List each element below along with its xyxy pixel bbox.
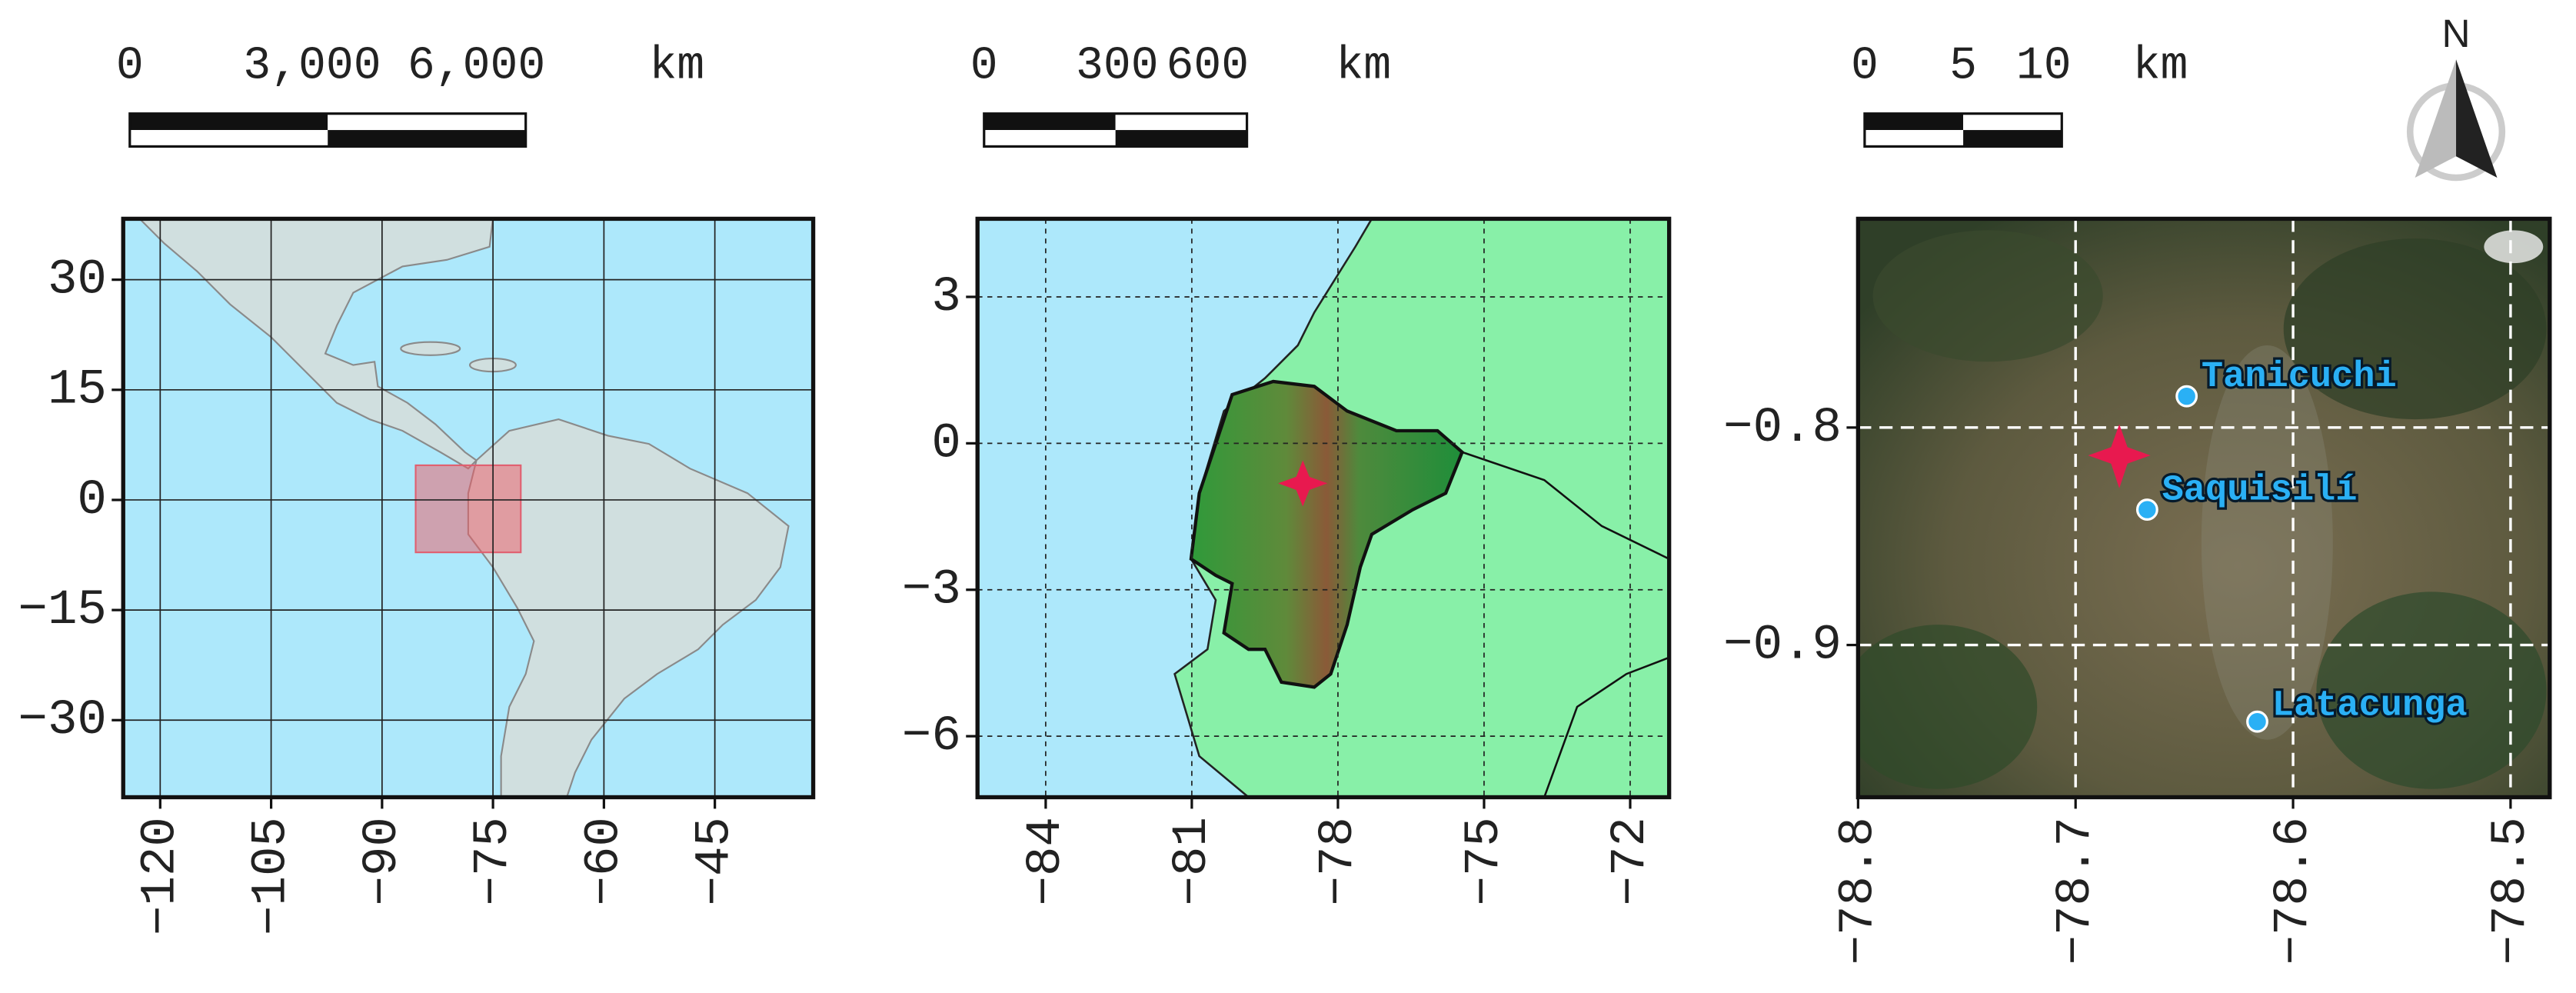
scale-segment: [1864, 130, 1964, 147]
place-label: Tanicuchi: [2202, 357, 2397, 398]
north-arrow: N: [2406, 12, 2506, 182]
y-tick-label: −6: [902, 709, 961, 765]
scale-segment: [1115, 113, 1247, 131]
y-tick-label: −30: [18, 693, 106, 748]
place-dot: [2175, 385, 2198, 408]
scale-label: 600: [1166, 40, 1249, 92]
scale-label: 0: [116, 40, 144, 92]
y-tick-label: 0: [931, 416, 960, 472]
y-tick-label: −3: [902, 563, 961, 618]
scale-bar: [1863, 112, 2063, 148]
scale-outline: [1863, 112, 2063, 148]
x-tick-label: −72: [1603, 817, 1659, 905]
map-frame: [975, 216, 1672, 800]
x-tick-label: −78.8: [1831, 817, 1886, 965]
scale-label: 6,000: [408, 40, 545, 92]
x-tick-label: −78.6: [2266, 817, 2321, 965]
scale-segment: [1963, 130, 2062, 147]
y-tick-label: −0.8: [1723, 401, 1842, 456]
x-tick-label: −78.7: [2048, 817, 2104, 965]
x-tick-label: −120: [133, 817, 188, 935]
overview-map: [123, 218, 814, 798]
place-dot: [2246, 710, 2268, 733]
scale-label: 5: [1949, 40, 1977, 92]
y-tick-label: 30: [48, 253, 107, 308]
scale-label: 0: [970, 40, 998, 92]
scale-label: 10: [2016, 40, 2072, 92]
study-site-star: [2088, 424, 2151, 488]
scale-bar: [128, 112, 528, 148]
scale-segment: [328, 113, 526, 131]
map-frame: [1855, 216, 2552, 800]
place-dot: [2135, 498, 2158, 521]
y-tick-label: 0: [77, 473, 106, 528]
x-tick-label: −78.5: [2484, 817, 2539, 965]
scale-segment: [1963, 113, 2062, 131]
scale-segment: [1864, 113, 1964, 131]
scale-segment: [328, 130, 526, 147]
scale-unit: km: [2133, 40, 2188, 92]
y-tick-label: 3: [931, 270, 960, 325]
north-label: N: [2442, 12, 2471, 55]
scale-unit: km: [649, 40, 704, 92]
x-tick-label: −75: [466, 817, 521, 905]
graticule: [111, 216, 2552, 809]
scale-segment: [129, 130, 328, 147]
map-frame: [121, 216, 816, 800]
scale-outline: [983, 112, 1249, 148]
satellite-map: [1858, 218, 2550, 798]
scale-segment: [983, 130, 1116, 147]
scale-outline: [128, 112, 528, 148]
y-tick-label: −15: [18, 583, 106, 638]
place-label: Saquisilí: [2162, 470, 2358, 511]
country-map: [977, 218, 1669, 798]
scale-bar: [983, 112, 1249, 148]
scale-segment: [1115, 130, 1247, 147]
x-tick-label: −105: [245, 817, 300, 935]
scale-label: 0: [1851, 40, 1879, 92]
x-tick-label: −78: [1311, 817, 1366, 905]
scale-segment: [983, 113, 1116, 131]
x-tick-label: −75: [1457, 817, 1513, 905]
x-tick-label: −84: [1019, 817, 1074, 905]
scale-unit: km: [1336, 40, 1391, 92]
x-tick-label: −45: [688, 817, 744, 905]
place-label: Latacunga: [2272, 685, 2468, 726]
y-tick-label: 15: [48, 363, 107, 418]
x-tick-label: −90: [355, 817, 411, 905]
y-tick-label: −0.9: [1723, 618, 1842, 674]
x-tick-label: −81: [1165, 817, 1220, 905]
x-tick-label: −60: [577, 817, 632, 905]
scale-label: 3,000: [243, 40, 381, 92]
overlays: Tanicuchi Saquisilí Latacunga: [2088, 355, 2470, 733]
scale-label: 300: [1076, 40, 1159, 92]
scale-segment: [129, 113, 328, 131]
